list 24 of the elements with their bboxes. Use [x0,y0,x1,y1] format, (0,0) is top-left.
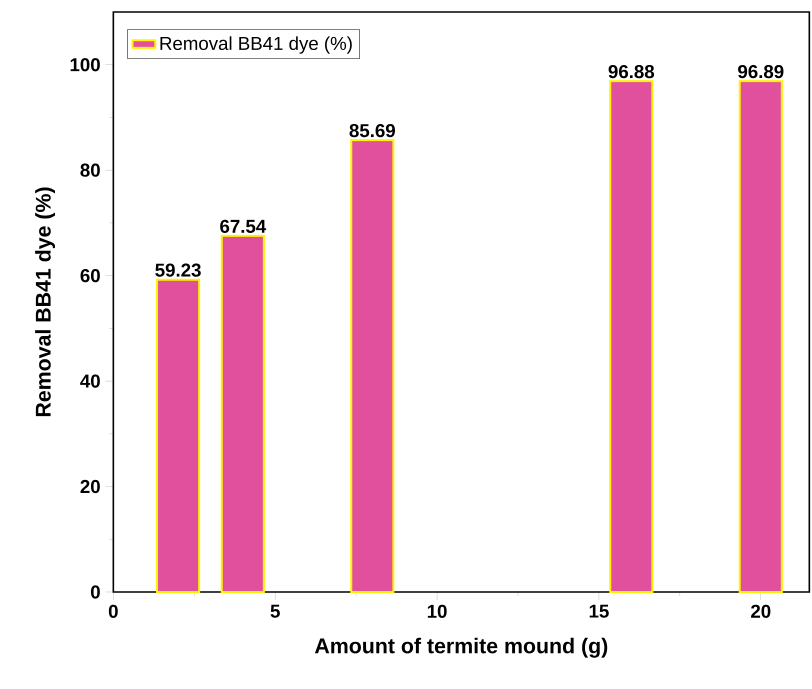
data-label: 85.69 [350,124,395,138]
legend-label: Removal BB41 dye (%) [160,36,352,54]
y-tick-label: 80 [80,163,100,177]
y-axis-title: Removal BB41 dye (%) [35,187,56,416]
x-tick-label: 10 [428,604,447,618]
y-tick-label: 60 [80,268,100,282]
data-label: 59.23 [155,263,201,277]
bar [220,234,265,593]
bar [609,80,654,593]
y-tick-label: 20 [80,480,100,493]
data-label: 96.88 [608,64,654,78]
data-label: 67.54 [220,220,266,233]
bar [350,139,394,593]
bar [738,80,783,593]
data-label: 96.89 [738,64,784,78]
x-tick-label: 0 [108,604,118,618]
y-tick-label: 0 [90,585,100,598]
x-axis-title: Amount of termite mound (g) [314,638,608,658]
y-tick-label: 100 [70,58,100,72]
x-tick-label: 20 [751,604,770,618]
x-tick-label: 15 [590,604,609,618]
x-tick-label: 5 [270,604,280,618]
bar [156,278,200,593]
y-tick-label: 40 [80,374,100,388]
